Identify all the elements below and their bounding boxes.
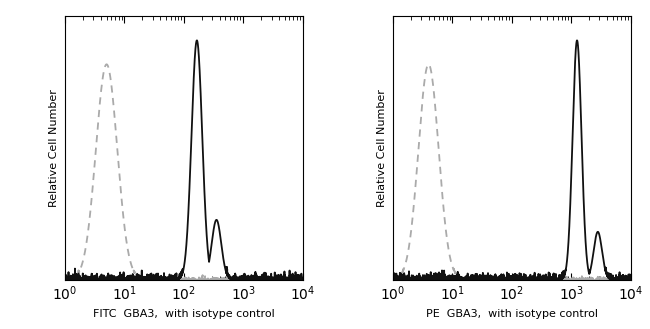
Y-axis label: Relative Cell Number: Relative Cell Number [378,89,387,207]
X-axis label: PE  GBA3,  with isotype control: PE GBA3, with isotype control [426,309,598,319]
Y-axis label: Relative Cell Number: Relative Cell Number [49,89,59,207]
X-axis label: FITC  GBA3,  with isotype control: FITC GBA3, with isotype control [93,309,275,319]
